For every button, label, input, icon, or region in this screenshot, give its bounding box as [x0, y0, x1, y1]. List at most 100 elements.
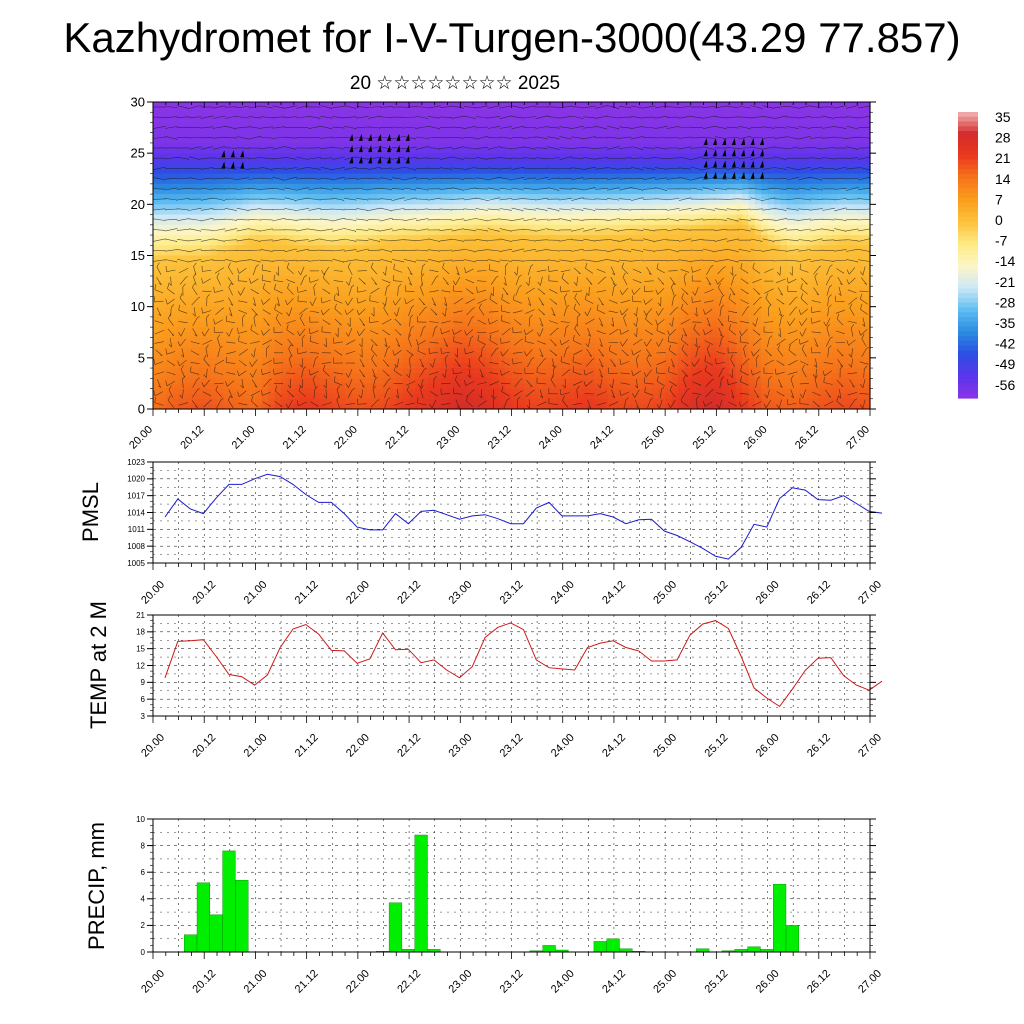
heatmap-cell [505, 153, 513, 159]
heatmap-cell [249, 107, 257, 113]
heatmap-cell [185, 316, 193, 323]
heatmap-cell [581, 142, 589, 149]
heatmap-cell [639, 342, 647, 349]
heatmap-cell [569, 378, 577, 385]
heatmap-cell [409, 260, 417, 267]
heatmap-cell [453, 137, 461, 144]
heatmap-cell [197, 281, 205, 287]
heatmap-cell [556, 316, 564, 323]
heatmap-cell [434, 255, 442, 262]
heatmap-cell [517, 275, 525, 282]
heatmap-cell [261, 245, 269, 251]
heatmap-cell [684, 142, 692, 149]
heatmap-cell [441, 204, 449, 211]
heatmap-cell [677, 107, 685, 113]
heatmap-cell [524, 316, 532, 323]
heatmap-cell [517, 403, 525, 410]
heatmap-cell [383, 368, 391, 374]
heatmap-cell [377, 214, 385, 221]
heatmap-cell [447, 352, 455, 359]
heatmap-cell [607, 306, 615, 313]
heatmap-cell [261, 373, 269, 379]
heatmap-cell [485, 153, 493, 159]
heatmap-cell [658, 270, 666, 277]
heatmap-cell [537, 153, 545, 159]
heatmap-cell [338, 168, 346, 175]
heatmap-cell [441, 403, 449, 410]
heatmap-cell [293, 173, 301, 180]
heatmap-cell [479, 127, 487, 134]
heatmap-cell [287, 270, 295, 277]
heatmap-cell [287, 235, 295, 241]
heatmap-cell [268, 291, 276, 298]
heatmap-cell [517, 122, 525, 129]
heatmap-cell [639, 362, 647, 369]
heatmap-cell [389, 137, 397, 144]
heatmap-cell [645, 245, 653, 251]
heatmap-cell [633, 107, 641, 113]
heatmap-cell [377, 199, 385, 205]
heatmap-cell [210, 188, 218, 195]
heatmap-cell [441, 153, 449, 159]
heatmap-cell [537, 229, 545, 236]
heatmap-cell [620, 342, 628, 349]
heatmap-cell [197, 209, 205, 216]
heatmap-cell [197, 286, 205, 292]
heatmap-cell [485, 403, 493, 410]
heatmap-cell [460, 178, 468, 185]
heatmap-cell [364, 183, 372, 190]
heatmap-cell [658, 107, 666, 113]
heatmap-cell [357, 306, 365, 313]
heatmap-cell [658, 204, 666, 211]
heatmap-cell [473, 362, 481, 369]
heatmap-cell [473, 388, 481, 395]
heatmap-cell [549, 245, 557, 251]
heatmap-cell [274, 260, 282, 267]
heatmap-cell [242, 137, 250, 144]
heatmap-cell [594, 322, 602, 328]
heatmap-cell [223, 362, 231, 369]
heatmap-cell [338, 357, 346, 364]
heatmap-cell [434, 235, 442, 241]
heatmap-cell [421, 352, 429, 359]
heatmap-cell [351, 270, 359, 277]
heatmap-cell [645, 173, 653, 180]
heatmap-cell [293, 137, 301, 144]
heatmap-cell [626, 327, 634, 333]
heatmap-cell [665, 306, 673, 313]
heatmap-cell [658, 173, 666, 180]
heatmap-cell [588, 142, 596, 149]
heatmap-cell [287, 148, 295, 154]
heatmap-cell [441, 286, 449, 292]
heatmap-cell [601, 265, 609, 272]
heatmap-cell [325, 153, 333, 159]
heatmap-cell [287, 316, 295, 323]
heatmap-cell [236, 327, 244, 333]
heatmap-cell [153, 240, 160, 246]
heatmap-cell [543, 265, 551, 272]
heatmap-cell [249, 240, 257, 246]
heatmap-cell [613, 352, 621, 359]
heatmap-cell [530, 142, 538, 149]
heatmap-cell [466, 291, 474, 298]
heatmap-cell [441, 373, 449, 379]
heatmap-cell [581, 117, 589, 124]
heatmap-cell [255, 306, 263, 313]
heatmap-cell [620, 383, 628, 390]
heatmap-cell [594, 357, 602, 364]
heatmap-cell [530, 148, 538, 154]
heatmap-cell [434, 112, 442, 118]
heatmap-cell [370, 178, 378, 185]
heatmap-cell [204, 204, 212, 211]
heatmap-cell [473, 188, 481, 195]
heatmap-cell [370, 214, 378, 221]
heatmap-cell [313, 275, 321, 282]
heatmap-cell [645, 337, 653, 344]
heatmap-cell [332, 378, 340, 385]
heatmap-cell [549, 153, 557, 159]
heatmap-cell [396, 204, 404, 211]
heatmap-cell [185, 265, 193, 272]
heatmap-cell [537, 291, 545, 298]
heatmap-cell [223, 122, 231, 129]
heatmap-cell [236, 265, 244, 272]
